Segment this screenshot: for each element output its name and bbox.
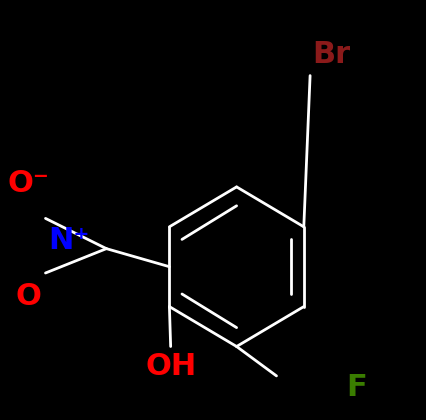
- Text: O⁻: O⁻: [8, 169, 49, 199]
- Text: F: F: [345, 373, 366, 402]
- Text: OH: OH: [145, 352, 196, 381]
- Text: O: O: [16, 281, 42, 311]
- Text: N⁺: N⁺: [48, 226, 89, 255]
- Text: Br: Br: [311, 40, 349, 69]
